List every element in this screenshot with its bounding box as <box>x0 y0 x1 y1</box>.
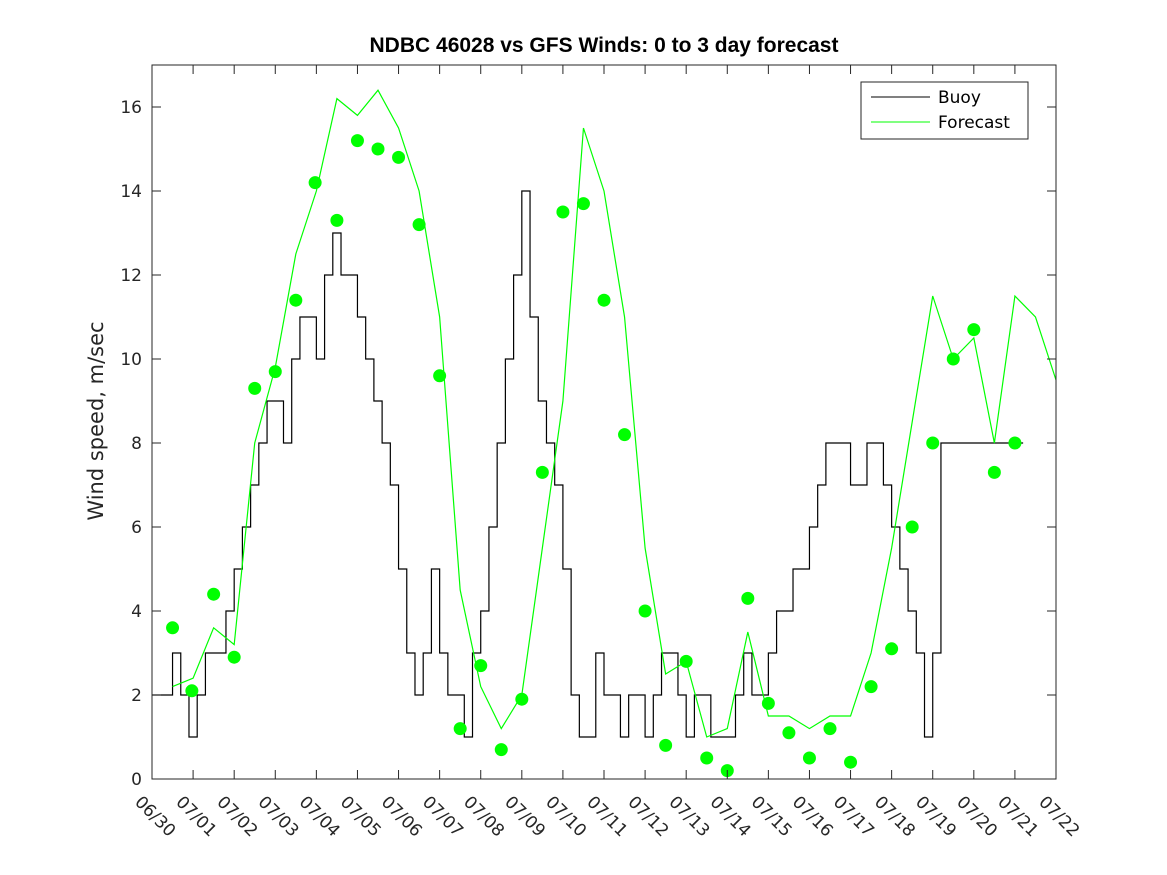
forecast-point <box>227 650 241 664</box>
forecast-point <box>535 465 549 479</box>
forecast-point <box>823 722 837 736</box>
legend: Buoy Forecast <box>860 81 1029 140</box>
y-tick-label: 14 <box>120 182 142 202</box>
y-tick-label: 6 <box>131 518 142 538</box>
forecast-point <box>618 428 632 442</box>
plot-frame <box>151 64 1057 780</box>
forecast-point <box>453 722 467 736</box>
forecast-point <box>308 176 322 190</box>
forecast-point <box>659 738 673 752</box>
forecast-point <box>576 197 590 211</box>
y-tick-label: 2 <box>131 686 142 706</box>
forecast-point <box>185 684 199 698</box>
forecast-point <box>905 520 919 534</box>
y-tick-label: 10 <box>120 350 142 370</box>
y-tick-label: 4 <box>131 602 142 622</box>
forecast-point <box>597 293 611 307</box>
forecast-point <box>433 369 447 383</box>
forecast-point <box>946 352 960 366</box>
forecast-point <box>556 205 570 219</box>
forecast-point <box>392 150 406 164</box>
forecast-point <box>782 726 796 740</box>
plot-marks <box>152 89 1057 778</box>
forecast-point <box>987 465 1001 479</box>
forecast-point <box>1008 436 1022 450</box>
forecast-point <box>885 642 899 656</box>
forecast-point <box>268 365 282 379</box>
forecast-point <box>802 751 816 765</box>
forecast-point <box>638 604 652 618</box>
forecast-point <box>207 587 221 601</box>
forecast-point <box>166 621 180 635</box>
forecast-point <box>248 381 262 395</box>
forecast-point <box>474 659 488 673</box>
forecast-line <box>172 89 1057 738</box>
legend-forecast-label: Forecast <box>938 113 1010 133</box>
y-tick-label: 8 <box>131 434 142 454</box>
y-tick-label: 16 <box>120 98 142 118</box>
forecast-point <box>350 134 364 148</box>
forecast-point <box>515 692 529 706</box>
buoy-line <box>152 190 1024 738</box>
forecast-point <box>844 755 858 769</box>
forecast-point <box>926 436 940 450</box>
y-tick-label: 0 <box>131 770 142 790</box>
forecast-point <box>412 218 426 232</box>
forecast-point <box>761 696 775 710</box>
forecast-point <box>864 680 878 694</box>
y-axis-label: Wind speed, m/sec <box>84 321 108 520</box>
y-tick-label: 12 <box>120 266 142 286</box>
forecast-point <box>967 323 981 337</box>
forecast-point <box>330 213 344 227</box>
forecast-point <box>371 142 385 156</box>
forecast-point <box>289 293 303 307</box>
forecast-point <box>700 751 714 765</box>
legend-box <box>860 81 1029 140</box>
forecast-point <box>741 591 755 605</box>
legend-buoy-label: Buoy <box>938 88 981 108</box>
forecast-point <box>494 743 508 757</box>
forecast-point <box>679 654 693 668</box>
chart-title: NDBC 46028 vs GFS Winds: 0 to 3 day fore… <box>370 34 839 57</box>
